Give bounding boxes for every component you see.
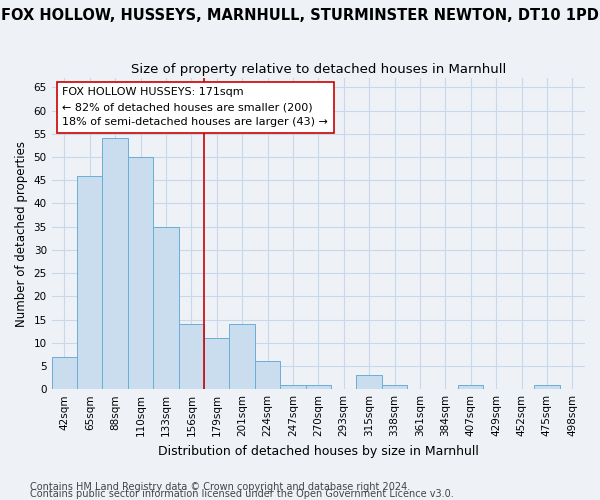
Bar <box>356 375 382 389</box>
Bar <box>103 138 128 389</box>
Bar <box>52 356 77 389</box>
Title: Size of property relative to detached houses in Marnhull: Size of property relative to detached ho… <box>131 62 506 76</box>
Y-axis label: Number of detached properties: Number of detached properties <box>15 140 28 326</box>
Bar <box>179 324 204 389</box>
Text: FOX HOLLOW, HUSSEYS, MARNHULL, STURMINSTER NEWTON, DT10 1PD: FOX HOLLOW, HUSSEYS, MARNHULL, STURMINST… <box>1 8 599 22</box>
Text: Contains public sector information licensed under the Open Government Licence v3: Contains public sector information licen… <box>30 489 454 499</box>
Bar <box>153 226 179 389</box>
Bar <box>280 384 305 389</box>
Bar <box>255 362 280 389</box>
Text: Contains HM Land Registry data © Crown copyright and database right 2024.: Contains HM Land Registry data © Crown c… <box>30 482 410 492</box>
Bar <box>305 384 331 389</box>
X-axis label: Distribution of detached houses by size in Marnhull: Distribution of detached houses by size … <box>158 444 479 458</box>
Text: FOX HOLLOW HUSSEYS: 171sqm
← 82% of detached houses are smaller (200)
18% of sem: FOX HOLLOW HUSSEYS: 171sqm ← 82% of deta… <box>62 88 328 127</box>
Bar <box>128 157 153 389</box>
Bar <box>382 384 407 389</box>
Bar <box>534 384 560 389</box>
Bar <box>458 384 484 389</box>
Bar <box>77 176 103 389</box>
Bar <box>204 338 229 389</box>
Bar <box>229 324 255 389</box>
